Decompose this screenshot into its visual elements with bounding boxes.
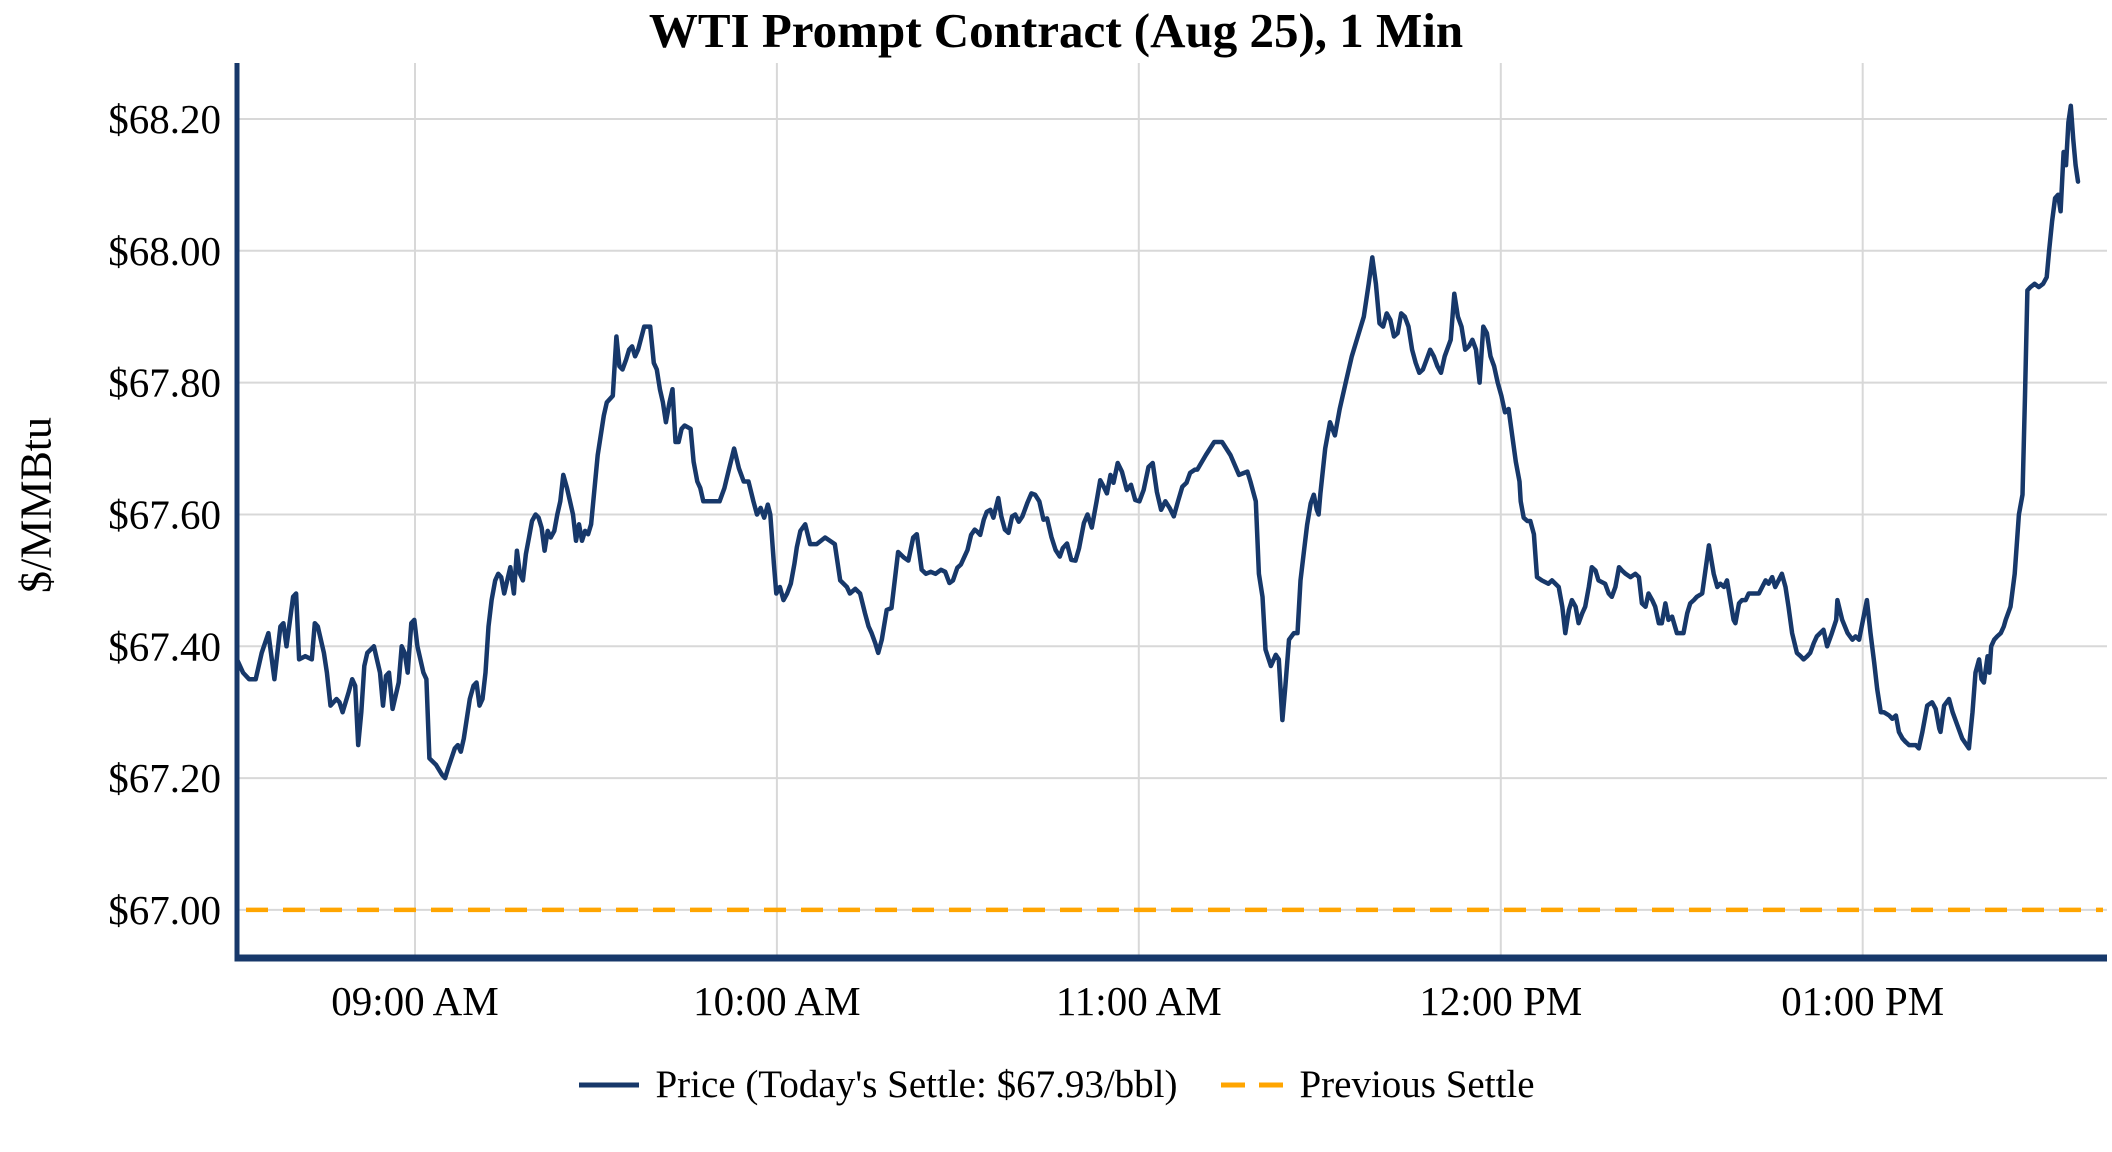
legend: Price (Today's Settle: $67.93/bbl) Previ…: [0, 1062, 2112, 1107]
price-line: [234, 103, 2081, 781]
legend-label-price: Price (Today's Settle: $67.93/bbl): [655, 1063, 1178, 1106]
y-tick-label: $68.00: [108, 228, 221, 274]
price-line-swatch: [577, 1079, 641, 1091]
legend-label-previous-settle: Previous Settle: [1299, 1063, 1535, 1106]
y-tick-label: $67.80: [108, 360, 221, 406]
y-tick-label: $67.40: [108, 623, 221, 669]
y-tick-label: $67.20: [108, 755, 221, 801]
chart-title: WTI Prompt Contract (Aug 25), 1 Min: [648, 3, 1464, 58]
legend-item-previous-settle: Previous Settle: [1219, 1062, 1535, 1107]
plot-area: $67.00 $67.20 $67.40 $67.60 $67.80 $68.00 $68.…: [108, 63, 2107, 1024]
x-tick-label: 11:00 AM: [1056, 978, 1222, 1024]
x-tick-label: 01:00 PM: [1781, 978, 1944, 1024]
x-tick-label: 10:00 AM: [693, 978, 860, 1024]
y-tick-label: $67.00: [108, 887, 221, 933]
y-tick-label: $67.60: [108, 492, 221, 538]
legend-item-price: Price (Today's Settle: $67.93/bbl): [577, 1062, 1177, 1107]
x-tick-label: 12:00 PM: [1419, 978, 1582, 1024]
previous-settle-swatch: [1219, 1079, 1286, 1091]
x-tick-label: 09:00 AM: [331, 978, 498, 1024]
y-tick-label: $68.20: [108, 96, 221, 142]
